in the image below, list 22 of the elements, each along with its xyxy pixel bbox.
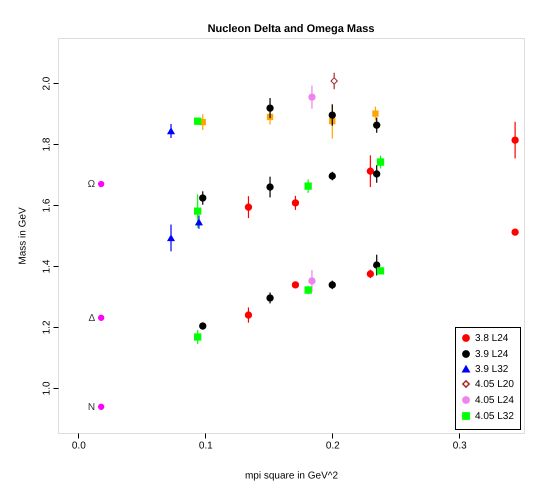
- legend-label: 4.05 L20: [475, 379, 514, 390]
- y-axis-title: Mass in GeV: [18, 207, 28, 265]
- annotation: N: [88, 402, 96, 413]
- legend-label: 3.8 L24: [475, 333, 509, 344]
- legend-label: 3.9 L32: [475, 364, 509, 375]
- x-tick-label: 0.3: [452, 440, 468, 452]
- y-tick-label: 1.0: [42, 381, 52, 396]
- annotation: Ω: [88, 178, 96, 190]
- y-tick-label: 2.0: [42, 76, 52, 91]
- y-tick-label: 1.6: [42, 198, 52, 212]
- x-tick-label: 0.1: [198, 440, 214, 452]
- x-axis-title: mpi square in GeV^2: [244, 470, 338, 482]
- y-tick-label: 1.4: [42, 259, 52, 274]
- chart-title: Nucleon Delta and Omega Mass: [208, 23, 374, 35]
- y-tick-label: 1.2: [42, 320, 52, 334]
- legend-label: 4.05 L24: [475, 395, 514, 406]
- y-tick-label: 1.8: [42, 137, 52, 152]
- x-tick-label: 0.2: [326, 440, 340, 452]
- annotation: Δ: [88, 312, 96, 324]
- x-tick-label: 0.0: [72, 440, 86, 452]
- legend-label: 4.05 L32: [475, 411, 514, 422]
- legend-label: 3.9 L24: [475, 349, 509, 360]
